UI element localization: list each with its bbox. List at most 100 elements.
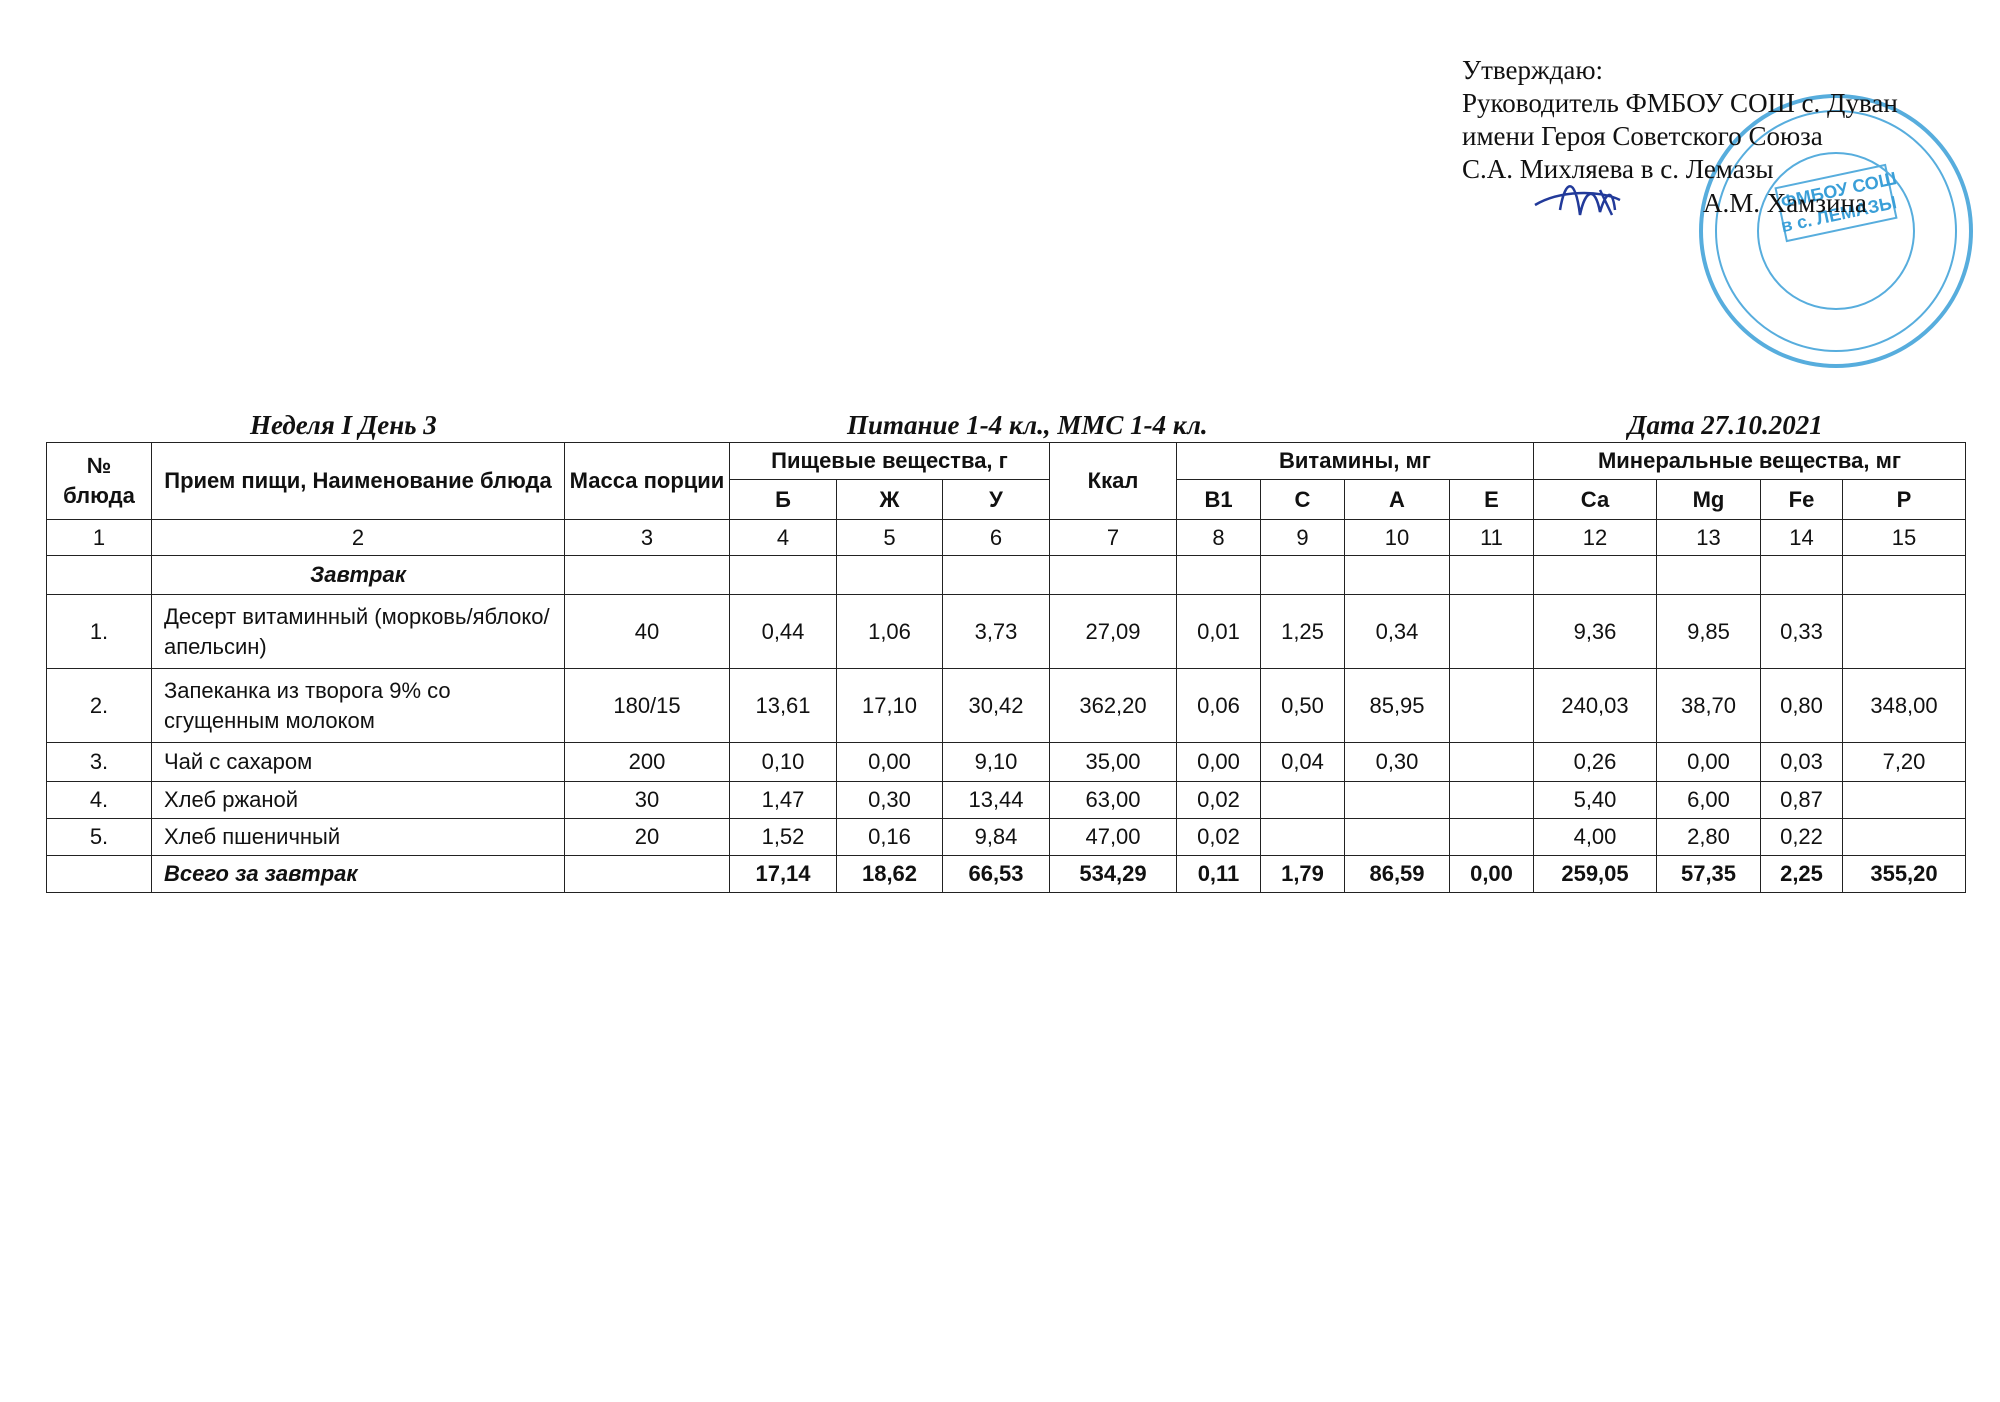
- cell: 4,00: [1533, 818, 1657, 856]
- cell: [1260, 555, 1345, 595]
- cell: 0,01: [1176, 594, 1261, 669]
- section-title: Завтрак: [151, 555, 565, 595]
- header-cell: Ккал: [1049, 442, 1177, 520]
- dish-name: Запеканка из творога 9% со сгущенным мол…: [151, 668, 565, 743]
- header-cell: P: [1842, 479, 1966, 520]
- cell: [729, 555, 837, 595]
- cell: [942, 555, 1050, 595]
- caption-week: Неделя I День 3: [250, 410, 437, 440]
- column-number: 10: [1344, 519, 1450, 556]
- cell: 3.: [46, 742, 152, 782]
- column-number: 11: [1449, 519, 1534, 556]
- cell: 13,44: [942, 781, 1050, 819]
- caption-date: Дата 27.10.2021: [1628, 410, 1823, 440]
- cell: 30,42: [942, 668, 1050, 743]
- column-number: 6: [942, 519, 1050, 556]
- cell: [1449, 668, 1534, 743]
- cell: [1344, 781, 1450, 819]
- dish-name: Чай с сахаром: [151, 742, 565, 782]
- cell: 9,84: [942, 818, 1050, 856]
- cell: [564, 855, 730, 893]
- cell: 0,00: [1176, 742, 1261, 782]
- cell: 0,26: [1533, 742, 1657, 782]
- cell: [1344, 555, 1450, 595]
- cell: 0,00: [836, 742, 943, 782]
- cell: 9,10: [942, 742, 1050, 782]
- cell: 27,09: [1049, 594, 1177, 669]
- column-number: 13: [1656, 519, 1761, 556]
- header-cell: Ж: [836, 479, 943, 520]
- cell: 0,10: [729, 742, 837, 782]
- header-cell: № блюда: [46, 442, 152, 520]
- stamp: [1699, 94, 1973, 368]
- column-number: 3: [564, 519, 730, 556]
- cell: 0,80: [1760, 668, 1843, 743]
- column-number: 12: [1533, 519, 1657, 556]
- column-number: 1: [46, 519, 152, 556]
- cell: [1842, 594, 1966, 669]
- cell: [1260, 781, 1345, 819]
- total-value: 17,14: [729, 855, 837, 893]
- header-cell: Б: [729, 479, 837, 520]
- cell: 200: [564, 742, 730, 782]
- cell: 17,10: [836, 668, 943, 743]
- header-cell: У: [942, 479, 1050, 520]
- cell: 0,33: [1760, 594, 1843, 669]
- cell: 1,52: [729, 818, 837, 856]
- cell: [1176, 555, 1261, 595]
- cell: 1,47: [729, 781, 837, 819]
- header-cell: В1: [1176, 479, 1261, 520]
- column-number: 9: [1260, 519, 1345, 556]
- cell: 0,22: [1760, 818, 1843, 856]
- cell: [1842, 781, 1966, 819]
- cell: 0,30: [1344, 742, 1450, 782]
- total-value: 57,35: [1656, 855, 1761, 893]
- cell: 1.: [46, 594, 152, 669]
- cell: [1842, 555, 1966, 595]
- cell: 0,02: [1176, 781, 1261, 819]
- cell: 0,16: [836, 818, 943, 856]
- column-number: 8: [1176, 519, 1261, 556]
- cell: 5.: [46, 818, 152, 856]
- approval-line: С.А. Михляева в с. Лемазы: [1462, 154, 1774, 184]
- header-row: Б Ж У В1 С А Е Са Mg Fe P: [47, 479, 1966, 520]
- cell: [1449, 781, 1534, 819]
- cell: 240,03: [1533, 668, 1657, 743]
- total-value: 534,29: [1049, 855, 1177, 893]
- approval-line: Руководитель ФМБОУ СОШ с. Дуван: [1462, 88, 1898, 118]
- cell: 20: [564, 818, 730, 856]
- header-cell: Mg: [1656, 479, 1761, 520]
- header-cell: Е: [1449, 479, 1534, 520]
- cell: 1,25: [1260, 594, 1345, 669]
- column-number: 5: [836, 519, 943, 556]
- cell: 47,00: [1049, 818, 1177, 856]
- header-cell: Витамины, мг: [1176, 442, 1534, 480]
- cell: 9,36: [1533, 594, 1657, 669]
- table-row: Всего за завтрак 17,14 18,62 66,53 534,29 0,1…: [46, 855, 1966, 893]
- cell: [1449, 594, 1534, 669]
- cell: 0,50: [1260, 668, 1345, 743]
- total-value: 259,05: [1533, 855, 1657, 893]
- cell: 180/15: [564, 668, 730, 743]
- cell: [1533, 555, 1657, 595]
- cell: 5,40: [1533, 781, 1657, 819]
- cell: 0,06: [1176, 668, 1261, 743]
- cell: 0,87: [1760, 781, 1843, 819]
- cell: 13,61: [729, 668, 837, 743]
- column-number: 15: [1842, 519, 1966, 556]
- cell: 1,06: [836, 594, 943, 669]
- total-value: 66,53: [942, 855, 1050, 893]
- caption-title: Питание 1-4 кл., ММС 1-4 кл.: [847, 410, 1208, 440]
- header-cell: Са: [1533, 479, 1657, 520]
- cell: 2,80: [1656, 818, 1761, 856]
- cell: 9,85: [1656, 594, 1761, 669]
- cell: 0,44: [729, 594, 837, 669]
- cell: 3,73: [942, 594, 1050, 669]
- cell: [46, 555, 152, 595]
- cell: [1842, 818, 1966, 856]
- cell: 30: [564, 781, 730, 819]
- total-value: 0,11: [1176, 855, 1261, 893]
- stamp-layer: ФМБОУ СОШ в с. ЛЕМАЗЫ: [1534, 94, 1973, 368]
- header-cell: А: [1344, 479, 1450, 520]
- header-cell: Прием пищи, Наименование блюда: [151, 442, 565, 520]
